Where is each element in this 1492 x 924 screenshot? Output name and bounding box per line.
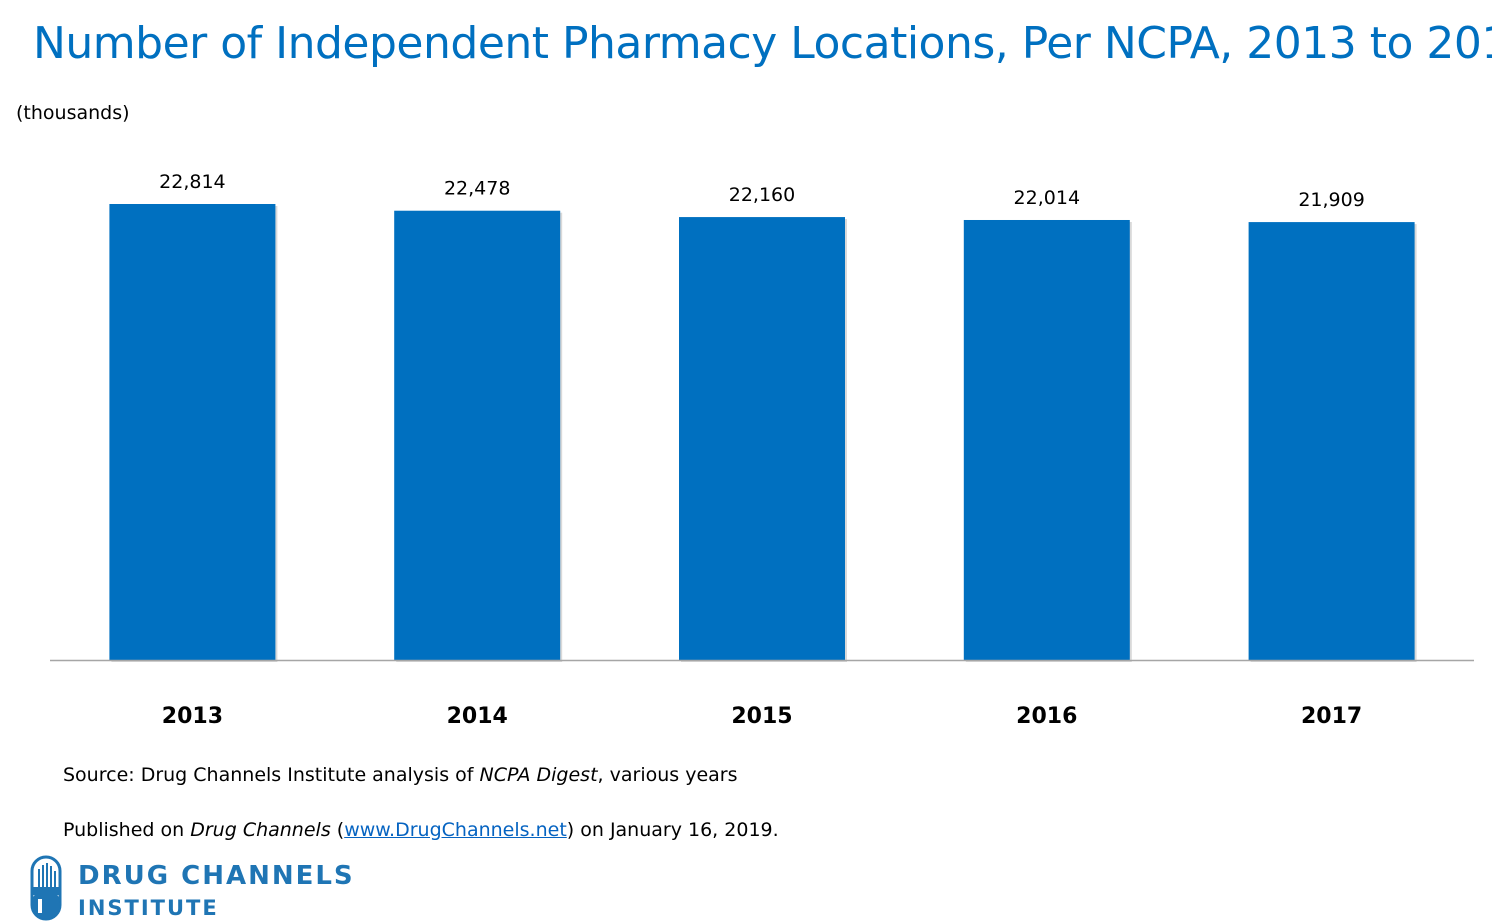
source-prefix: Source: Drug Channels Institute analysis… bbox=[63, 764, 480, 786]
bar-2016 bbox=[963, 219, 1130, 660]
drugchannels-link[interactable]: www.DrugChannels.net bbox=[344, 819, 567, 841]
published-note: Published on Drug Channels (www.DrugChan… bbox=[63, 819, 779, 841]
source-note: Source: Drug Channels Institute analysis… bbox=[63, 764, 738, 786]
data-label-2014: 22,478 bbox=[444, 178, 510, 200]
source-suffix: , various years bbox=[597, 764, 738, 786]
logo-text-line2: INSTITUTE bbox=[78, 896, 219, 920]
x-tick-label-2016: 2016 bbox=[1016, 704, 1077, 729]
drug-channels-logo: DRUG CHANNELS INSTITUTE bbox=[30, 855, 370, 921]
x-tick-label-2013: 2013 bbox=[162, 704, 223, 729]
published-prefix: Published on bbox=[63, 819, 191, 841]
x-tick-label-2017: 2017 bbox=[1301, 704, 1362, 729]
published-blog-name: Drug Channels bbox=[190, 819, 331, 841]
units-label: (thousands) bbox=[16, 102, 130, 124]
data-label-2016: 22,014 bbox=[1014, 187, 1080, 209]
bar-chart: 22,814 2013 22,478 2014 22,160 2015 22,014 2016… bbox=[50, 171, 1474, 729]
drug-channels-logo-icon bbox=[30, 855, 62, 921]
x-tick-label-2014: 2014 bbox=[447, 704, 508, 729]
chart-title: Number of Independent Pharmacy Locations… bbox=[33, 18, 1492, 69]
published-open: ( bbox=[330, 819, 345, 841]
bar-2017 bbox=[1248, 222, 1415, 660]
published-suffix: ) on January 16, 2019. bbox=[566, 819, 779, 841]
logo-text-line1: DRUG CHANNELS bbox=[78, 861, 355, 891]
bar-2014 bbox=[394, 210, 561, 660]
x-tick-label-2015: 2015 bbox=[731, 704, 792, 729]
bar-2015 bbox=[679, 217, 845, 661]
source-publication: NCPA Digest bbox=[479, 764, 598, 786]
data-label-2017: 21,909 bbox=[1298, 189, 1364, 211]
bar-2013 bbox=[109, 204, 276, 660]
data-label-2015: 22,160 bbox=[729, 184, 795, 206]
data-label-2013: 22,814 bbox=[159, 171, 225, 193]
